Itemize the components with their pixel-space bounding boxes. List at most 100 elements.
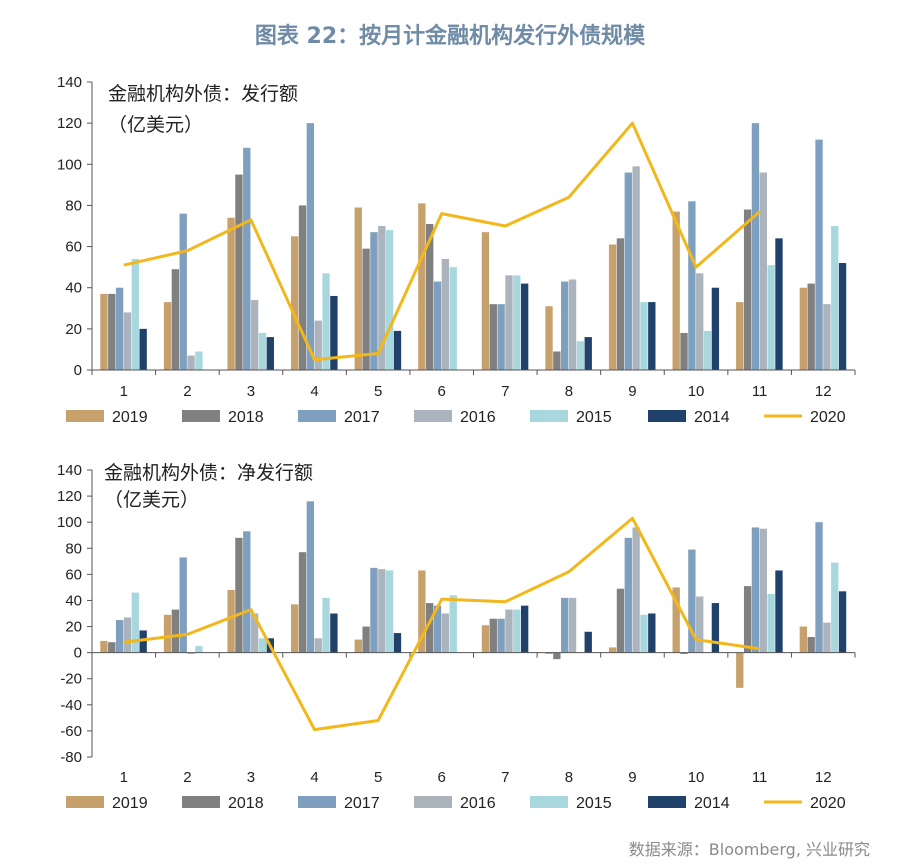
y-tick-label: 60 [65, 566, 82, 583]
bar-2018-4 [298, 552, 307, 653]
bar-2017-12 [815, 139, 823, 370]
legend-label-2015: 2015 [576, 409, 612, 426]
bar-2019-7 [481, 232, 490, 370]
figure-title: 图表 22：按月计金融机构发行外债规模 [254, 24, 646, 49]
bar-2015-12 [831, 226, 839, 370]
bar-2019-11 [736, 302, 744, 370]
bar-2014-3 [266, 337, 274, 370]
bar-2019-4 [291, 604, 299, 653]
bar-2018-6 [426, 223, 434, 370]
x-tick-label: 4 [310, 383, 318, 400]
bar-2015-4 [322, 273, 330, 370]
y-tick-label: 120 [57, 115, 82, 132]
line-series-2020 [123, 121, 761, 362]
x-tick-label: 10 [688, 383, 705, 400]
bar-2019-3 [227, 590, 235, 653]
bar-2016-4 [314, 638, 322, 653]
bar-2015-4 [322, 597, 330, 653]
bar-2019-12 [799, 626, 808, 653]
bar-2015-11 [767, 265, 775, 370]
bar-2018-1 [108, 293, 116, 370]
bar-2018-3 [235, 174, 243, 370]
legend-swatch-2016 [414, 796, 452, 808]
chart-title: 金融机构外债：发行额 [108, 83, 298, 105]
bar-2019-2 [163, 302, 172, 370]
bar-2018-12 [807, 636, 815, 653]
y-tick-label: 100 [57, 514, 82, 531]
legend-swatch-2016 [414, 410, 452, 422]
x-tick-label: 2 [183, 769, 191, 786]
bar-2016-6 [441, 258, 450, 370]
legend-label-2018: 2018 [228, 409, 264, 426]
x-tick-label: 3 [247, 769, 255, 786]
bar-2017-9 [624, 537, 632, 653]
line-series-2020 [123, 516, 760, 732]
legend-label-2016: 2016 [460, 795, 496, 812]
legend-swatch-2018 [182, 410, 220, 422]
y-tick-label: 60 [65, 239, 82, 256]
bar-2014-1 [139, 328, 147, 370]
bar-2015-3 [258, 332, 267, 370]
bar-2016-7 [505, 609, 513, 653]
bar-2018-2 [171, 269, 180, 370]
bar-2017-12 [815, 522, 823, 653]
bar-2018-3 [235, 537, 243, 653]
bar-2017-1 [115, 620, 124, 653]
bar-2017-7 [497, 618, 505, 653]
legend-swatch-2015 [530, 796, 568, 808]
y-tick-label: 20 [65, 619, 82, 636]
bar-2016-9 [632, 166, 640, 370]
bar-2017-5 [370, 567, 378, 653]
bar-2017-2 [179, 557, 187, 653]
bar-2016-1 [123, 312, 132, 370]
chart-unit: （亿美元） [104, 489, 199, 511]
bar-2016-10 [696, 596, 704, 653]
bar-2019-10 [672, 211, 680, 370]
bar-2016-12 [823, 622, 831, 653]
bar-2018-9 [616, 588, 625, 653]
x-tick-label: 2 [183, 383, 191, 400]
legend-swatch-2019 [66, 410, 104, 422]
bar-2015-5 [385, 570, 394, 653]
bar-2019-12 [799, 287, 808, 370]
legend-swatch-2018 [182, 796, 220, 808]
bar-2018-11 [743, 209, 752, 370]
y-tick-label: 80 [65, 540, 82, 557]
bar-2018-4 [298, 205, 307, 370]
bar-2018-11 [743, 586, 752, 653]
bar-2014-9 [648, 302, 656, 370]
legend-label-2020: 2020 [810, 409, 846, 426]
chart-title: 金融机构外债：净发行额 [104, 462, 313, 484]
bar-2015-7 [513, 609, 521, 653]
bar-2017-3 [243, 147, 251, 370]
y-tick-label: 40 [65, 280, 82, 297]
bar-2017-4 [306, 123, 315, 370]
y-tick-label: 80 [65, 197, 82, 214]
x-tick-label: 8 [565, 769, 573, 786]
y-tick-label: -80 [60, 749, 82, 766]
bar-2019-9 [608, 647, 617, 653]
bar-2017-7 [497, 304, 505, 370]
bar-2018-10 [680, 332, 688, 370]
bar-2015-9 [640, 302, 648, 370]
legend-label-2014: 2014 [694, 409, 730, 426]
legend-label-2019: 2019 [112, 409, 148, 426]
bar-2018-7 [489, 304, 497, 370]
bar-2018-8 [553, 652, 561, 660]
bar-2015-1 [131, 258, 139, 370]
bar-2018-1 [108, 642, 116, 653]
x-tick-label: 7 [501, 769, 509, 786]
bar-2019-6 [418, 570, 426, 653]
bar-2016-1 [123, 617, 132, 653]
bar-2017-10 [688, 549, 696, 653]
bar-2014-1 [139, 630, 147, 653]
bar-2017-11 [751, 123, 760, 370]
x-tick-label: 4 [310, 769, 318, 786]
bar-2016-10 [696, 273, 704, 370]
bar-2015-10 [703, 330, 712, 370]
x-tick-label: 11 [752, 769, 768, 786]
bar-2014-8 [584, 337, 592, 370]
bar-2016-2 [187, 652, 195, 654]
x-tick-label: 5 [374, 769, 382, 786]
bar-2015-2 [195, 351, 203, 370]
